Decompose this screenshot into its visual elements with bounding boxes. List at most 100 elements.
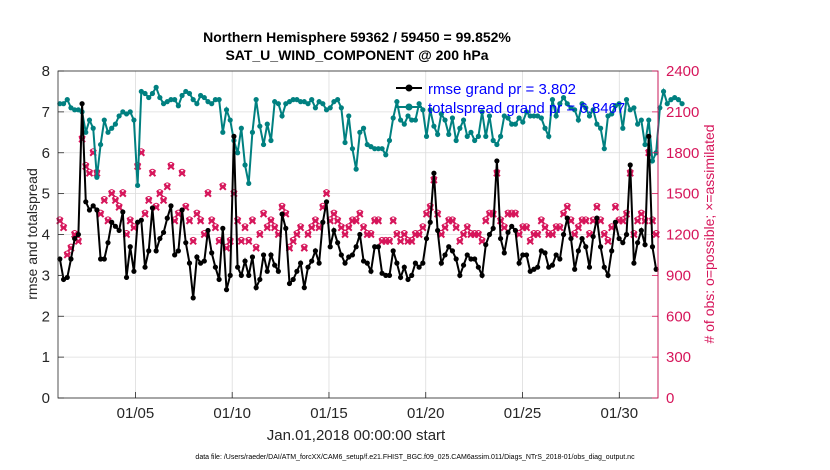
x-axis-label: Jan.01,2018 00:00:00 start	[267, 427, 446, 444]
rmse-point	[446, 244, 452, 250]
chart-title-line2: SAT_U_WIND_COMPONENT @ 200 hPa	[225, 47, 488, 63]
obs-assimilated-marker	[193, 210, 201, 218]
rmse-point	[416, 264, 422, 270]
obs-assimilated-marker	[548, 230, 557, 239]
rmse-point	[57, 256, 63, 262]
rmse-point	[523, 252, 530, 258]
totalspread-point	[338, 105, 344, 111]
totalspread-point	[523, 109, 530, 115]
rmse-point	[68, 256, 74, 262]
totalspread-point	[386, 137, 393, 144]
rmse-point	[364, 260, 370, 266]
totalspread-point	[597, 125, 604, 131]
rmse-point	[405, 276, 411, 283]
rmse-point	[257, 276, 263, 283]
totalspread-point	[453, 137, 459, 144]
obs-assimilated-marker	[556, 223, 564, 232]
legend: rmse grand pr = 3.802 totalspread grand …	[396, 81, 625, 117]
totalspread-point	[97, 141, 104, 148]
rmse-point	[290, 276, 296, 283]
rmse-point	[623, 231, 630, 238]
totalspread-point	[353, 166, 359, 172]
totalspread-point	[257, 123, 263, 129]
obs-assimilated-marker	[330, 210, 338, 218]
y-tick-label-left: 1	[42, 349, 50, 366]
rmse-point	[238, 272, 244, 278]
rmse-point	[97, 256, 104, 262]
obs-assimilated-marker	[219, 183, 227, 191]
rmse-point	[331, 227, 337, 234]
rmse-point	[342, 260, 348, 266]
totalspread-point	[616, 101, 622, 107]
totalspread-point	[127, 109, 133, 115]
totalspread-point	[431, 123, 437, 129]
footer-data-file: data file: /Users/raeder/DAI/ATM_forcXX/…	[195, 454, 635, 461]
totalspread-point	[475, 133, 481, 139]
rmse-point	[438, 260, 444, 266]
obs-assimilated-marker	[189, 237, 197, 246]
totalspread-point	[238, 125, 244, 131]
obs-assimilated-marker	[267, 217, 275, 225]
rmse-point	[186, 260, 193, 266]
totalspread-point	[468, 129, 474, 135]
totalspread-point	[190, 97, 196, 103]
rmse-point	[127, 244, 133, 250]
obs-assimilated-marker	[407, 237, 416, 246]
obs-assimilated-marker	[278, 203, 286, 211]
obs-assimilated-marker	[245, 237, 253, 246]
obs-assimilated-marker	[259, 210, 268, 218]
y-tick-label-right: 300	[666, 349, 691, 366]
totalspread-point	[412, 117, 419, 123]
rmse-point	[264, 268, 270, 274]
x-tick-label: 01/10	[213, 405, 251, 422]
obs-assimilated-marker	[300, 244, 309, 252]
rmse-point	[512, 227, 519, 234]
totalspread-point	[157, 94, 163, 101]
totalspread-point	[509, 121, 515, 127]
rmse-point	[642, 242, 648, 248]
obs-assimilated-marker	[522, 223, 531, 232]
rmse-point	[260, 252, 267, 258]
rmse-point	[357, 231, 363, 238]
rmse-point	[75, 231, 81, 238]
rmse-point	[597, 244, 604, 250]
totalspread-point	[660, 88, 667, 95]
totalspread-point	[312, 105, 319, 111]
y-axis-label-left: rmse and totalspread	[24, 168, 40, 300]
obs-assimilated-marker	[526, 237, 534, 246]
totalspread-point	[601, 146, 607, 152]
rmse-point	[83, 199, 89, 205]
totalspread-point	[579, 101, 585, 107]
rmse-point	[401, 264, 407, 270]
obs-assimilated-marker	[359, 223, 368, 232]
rmse-point	[638, 227, 644, 234]
totalspread-point	[657, 105, 663, 111]
rmse-point	[579, 235, 585, 242]
rmse-point	[423, 235, 430, 242]
rmse-point	[590, 233, 596, 240]
totalspread-point	[642, 141, 648, 148]
totalspread-point	[360, 125, 367, 131]
y-tick-label-left: 3	[42, 267, 50, 284]
totalspread-point	[349, 146, 356, 152]
obs-assimilated-marker	[452, 223, 460, 232]
obs-assimilated-marker	[337, 223, 346, 232]
totalspread-point	[335, 97, 341, 103]
obs-assimilated-marker	[511, 210, 520, 218]
rmse-point	[479, 272, 485, 278]
totalspread-point	[131, 117, 137, 123]
rmse-point	[383, 272, 389, 278]
totalspread-point	[57, 101, 63, 107]
obs-assimilated-marker	[389, 217, 397, 225]
rmse-point	[594, 215, 600, 221]
totalspread-point	[572, 107, 578, 113]
x-tick-label: 01/30	[601, 405, 639, 422]
totalspread-point	[635, 121, 641, 127]
rmse-point	[157, 235, 163, 242]
rmse-point	[449, 248, 456, 254]
obs-assimilated-marker	[463, 223, 471, 232]
totalspread-point	[153, 84, 159, 90]
totalspread-point	[179, 92, 185, 99]
totalspread-point	[268, 137, 274, 144]
totalspread-point	[194, 101, 200, 107]
